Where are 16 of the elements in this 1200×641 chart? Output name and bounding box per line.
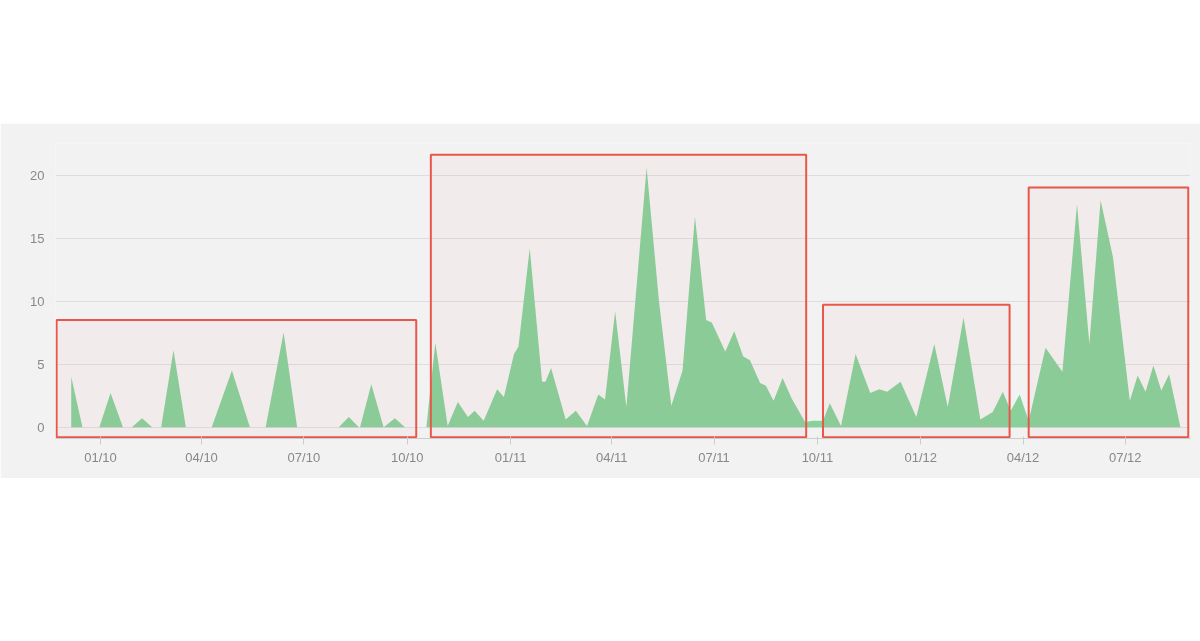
- x-tick-label: 01/12: [904, 449, 938, 465]
- x-tick-label: 07/12: [1109, 449, 1142, 465]
- x-tick-label: 07/10: [287, 449, 321, 465]
- x-tick-label: 01/10: [84, 449, 117, 465]
- y-tick-label: 20: [30, 167, 45, 183]
- x-tick-label: 10/11: [801, 449, 834, 465]
- x-tick-label: 04/11: [595, 449, 628, 465]
- x-tick-label: 01/11: [494, 449, 527, 465]
- x-tick-label: 04/12: [1006, 449, 1040, 465]
- y-tick-label: 10: [30, 293, 45, 309]
- y-tick-label: 15: [30, 230, 45, 246]
- y-tick-label: 0: [37, 419, 45, 435]
- x-tick-label: 10/10: [390, 449, 424, 465]
- x-tick-label: 07/11: [698, 449, 730, 465]
- x-tick-label: 04/10: [185, 449, 218, 465]
- y-tick-label: 5: [37, 356, 45, 372]
